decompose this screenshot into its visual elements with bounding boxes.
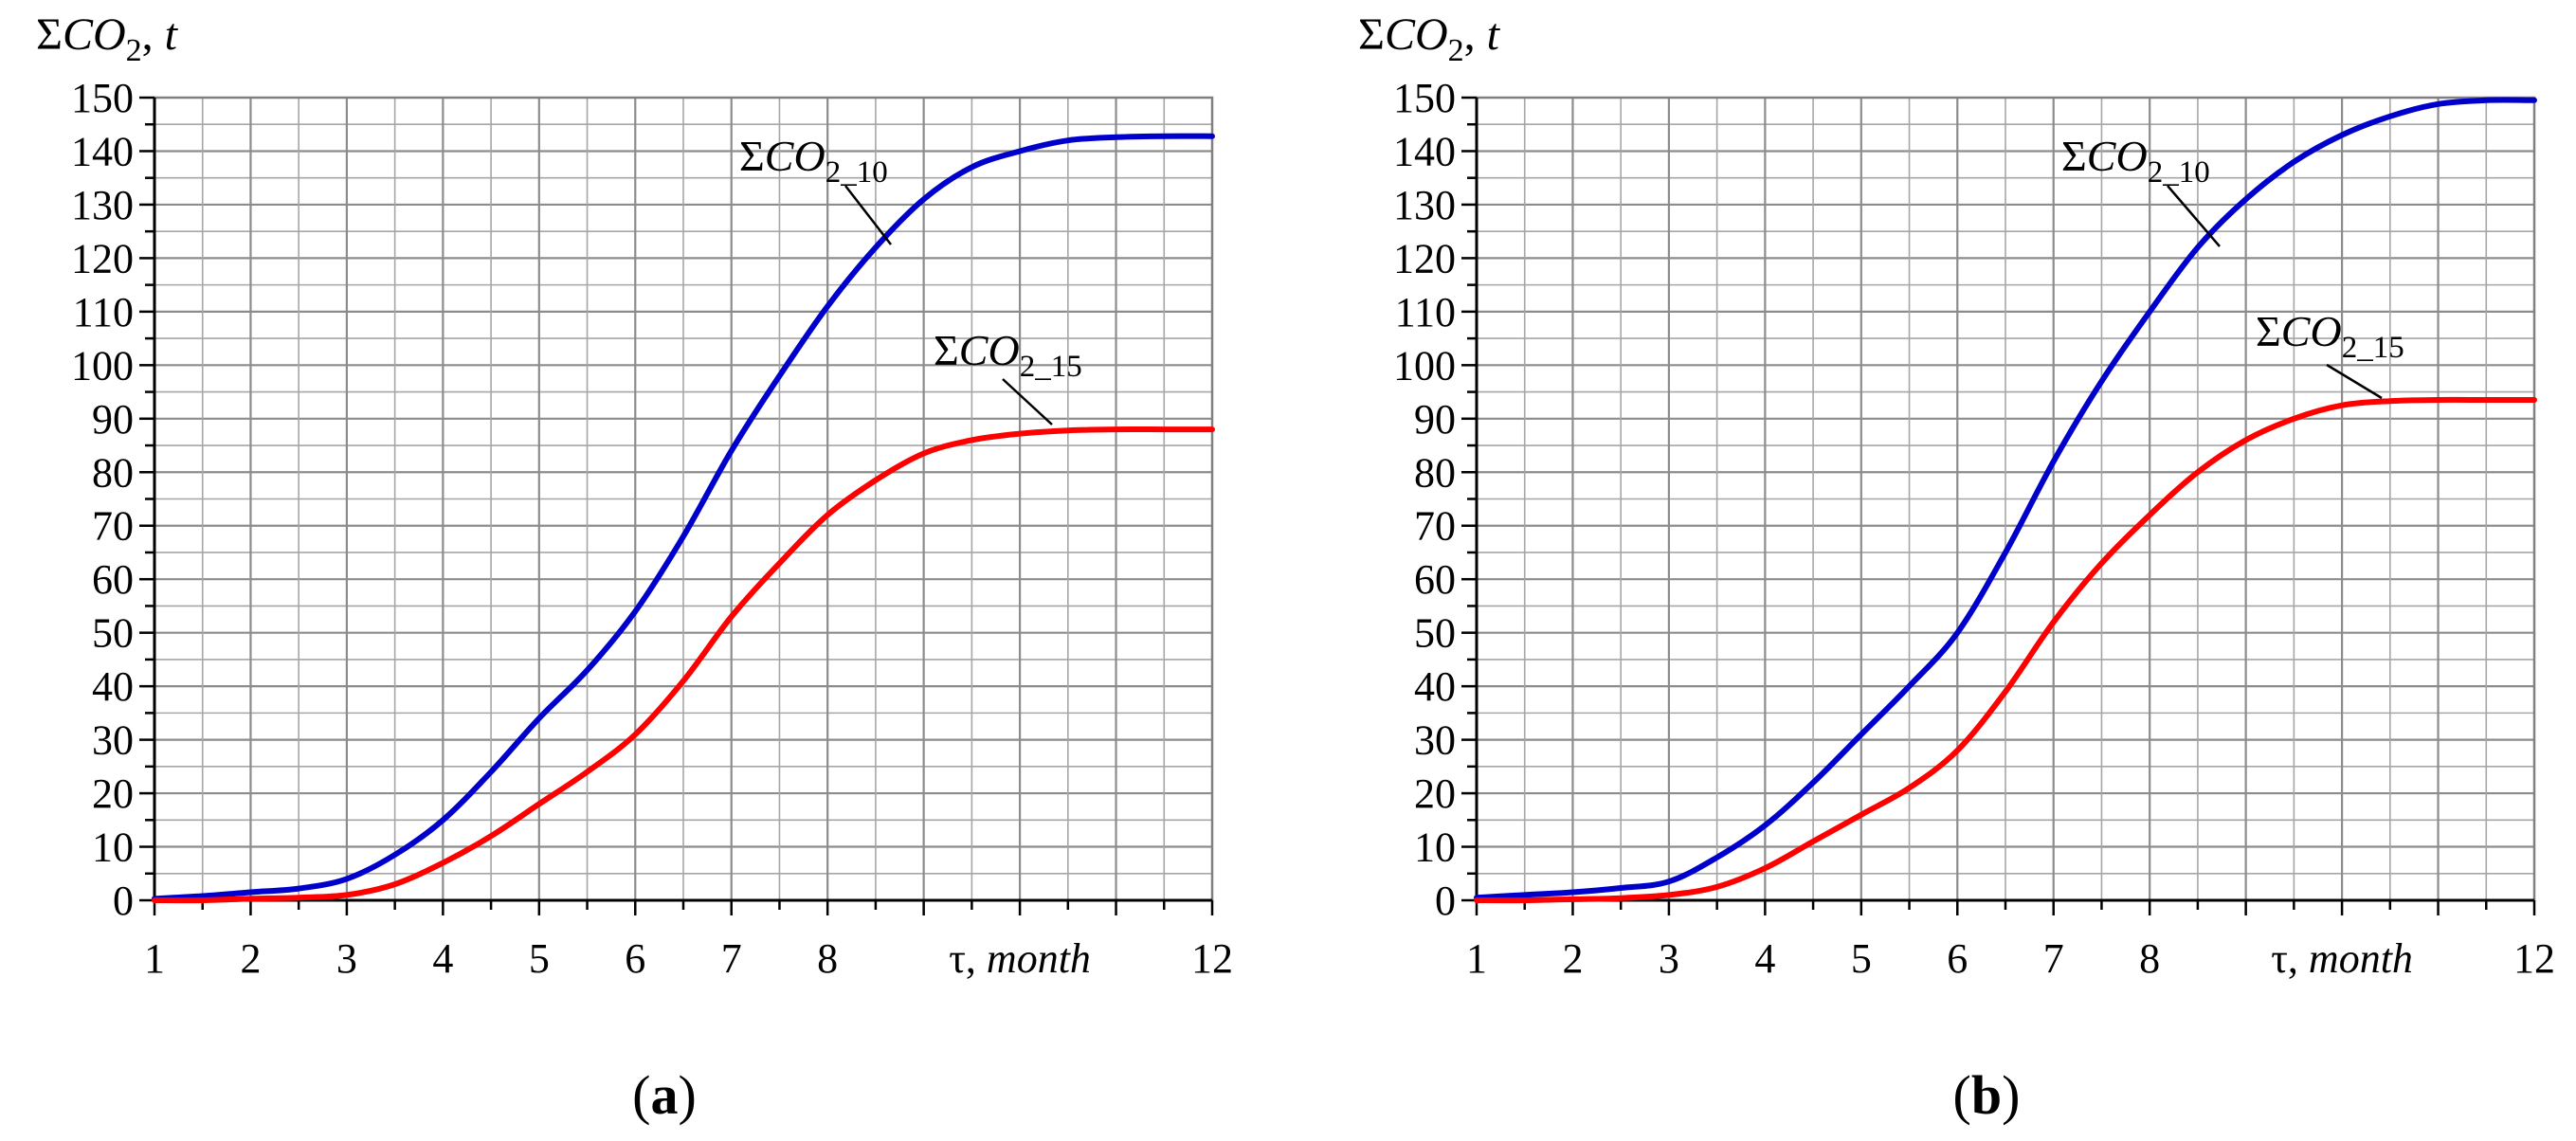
y-tick-label: 90 xyxy=(1414,396,1456,443)
y-tick-label: 10 xyxy=(1414,824,1456,871)
series-line-co2-10 xyxy=(1474,97,2537,901)
x-tick-label: 12 xyxy=(1191,935,1233,982)
x-axis-label: τ, month xyxy=(949,935,1091,982)
y-tick-label: 70 xyxy=(92,503,134,550)
grid xyxy=(154,98,1212,900)
x-tick-label: 1 xyxy=(1466,935,1487,982)
y-tick-label: 30 xyxy=(1414,717,1456,764)
panel-label: (b) xyxy=(1953,1064,2021,1126)
y-tick-label: 30 xyxy=(92,717,134,764)
y-tick-label: 130 xyxy=(1393,182,1456,228)
y-tick-label: 90 xyxy=(92,396,134,443)
y-tick-label: 120 xyxy=(71,235,134,281)
series-label: ΣCO2_10 xyxy=(2061,132,2210,190)
y-tick-label: 150 xyxy=(1393,75,1456,121)
x-tick-label: 3 xyxy=(1659,935,1679,982)
x-tick-label: 4 xyxy=(432,935,453,982)
series-label: ΣCO2_15 xyxy=(934,326,1082,384)
y-tick-label: 10 xyxy=(92,824,134,871)
grid xyxy=(1477,98,2534,900)
series-leader-line xyxy=(2326,363,2383,400)
x-tick-label: 6 xyxy=(1947,935,1968,982)
y-tick-label: 110 xyxy=(73,289,134,335)
y-tick-label: 0 xyxy=(113,878,134,924)
y-tick-label: 0 xyxy=(1435,878,1456,924)
y-axis-label: ΣCO2, t xyxy=(36,9,179,68)
y-tick-label: 100 xyxy=(71,342,134,389)
y-tick-label: 60 xyxy=(92,556,134,603)
y-tick-label: 60 xyxy=(1414,556,1456,603)
x-tick-label: 7 xyxy=(2043,935,2064,982)
x-tick-label: 8 xyxy=(817,935,838,982)
series-line-co2-10 xyxy=(152,133,1215,902)
y-tick-label: 80 xyxy=(1414,449,1456,496)
x-tick-label: 2 xyxy=(240,935,261,982)
series-leader-line xyxy=(2167,185,2221,247)
panel-label: (a) xyxy=(632,1064,697,1126)
series-line-co2-15 xyxy=(152,426,1215,904)
y-tick-label: 20 xyxy=(92,770,134,817)
series-leader-line xyxy=(1002,378,1053,426)
y-tick-label: 120 xyxy=(1393,235,1456,281)
series-label: ΣCO2_10 xyxy=(739,132,888,190)
x-axis-label: τ, month xyxy=(2271,935,2413,982)
y-tick-label: 110 xyxy=(1395,289,1456,335)
series-leader-line xyxy=(844,185,892,245)
x-tick-label: 12 xyxy=(2513,935,2555,982)
x-tick-label: 1 xyxy=(144,935,165,982)
x-tick-label: 5 xyxy=(529,935,550,982)
x-tick-label: 6 xyxy=(625,935,645,982)
y-tick-label: 140 xyxy=(1393,128,1456,174)
x-tick-label: 2 xyxy=(1562,935,1583,982)
y-tick-label: 140 xyxy=(71,128,134,174)
x-tick-label: 3 xyxy=(336,935,357,982)
x-tick-label: 8 xyxy=(2139,935,2160,982)
y-tick-label: 50 xyxy=(92,610,134,657)
y-tick-label: 70 xyxy=(1414,503,1456,550)
y-tick-label: 150 xyxy=(71,75,134,121)
y-tick-label: 50 xyxy=(1414,610,1456,657)
y-axis-label: ΣCO2, t xyxy=(1358,9,1501,68)
y-tick-label: 130 xyxy=(71,182,134,228)
y-tick-label: 40 xyxy=(1414,663,1456,710)
x-tick-label: 4 xyxy=(1754,935,1775,982)
x-tick-label: 5 xyxy=(1851,935,1872,982)
y-tick-label: 80 xyxy=(92,449,134,496)
series-label: ΣCO2_15 xyxy=(2256,307,2404,365)
y-tick-label: 40 xyxy=(92,663,134,710)
y-tick-label: 100 xyxy=(1393,342,1456,389)
series-line-co2-15 xyxy=(1474,396,2537,904)
x-tick-label: 7 xyxy=(721,935,742,982)
y-tick-label: 20 xyxy=(1414,770,1456,817)
